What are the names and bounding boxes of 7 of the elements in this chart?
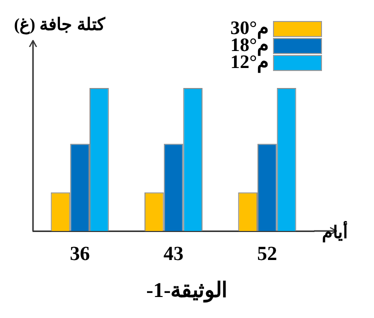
y-axis-title: كتلة جافة (غ) [14, 14, 105, 35]
text: الوثيقة-1- [145, 278, 229, 303]
x-tick-label: 43 [164, 243, 184, 266]
x-tick-label: 36 [70, 243, 90, 266]
legend-label: 30°م [230, 18, 269, 39]
x-axis-title: أيام [322, 222, 348, 243]
x-tick-label: 52 [257, 243, 278, 266]
